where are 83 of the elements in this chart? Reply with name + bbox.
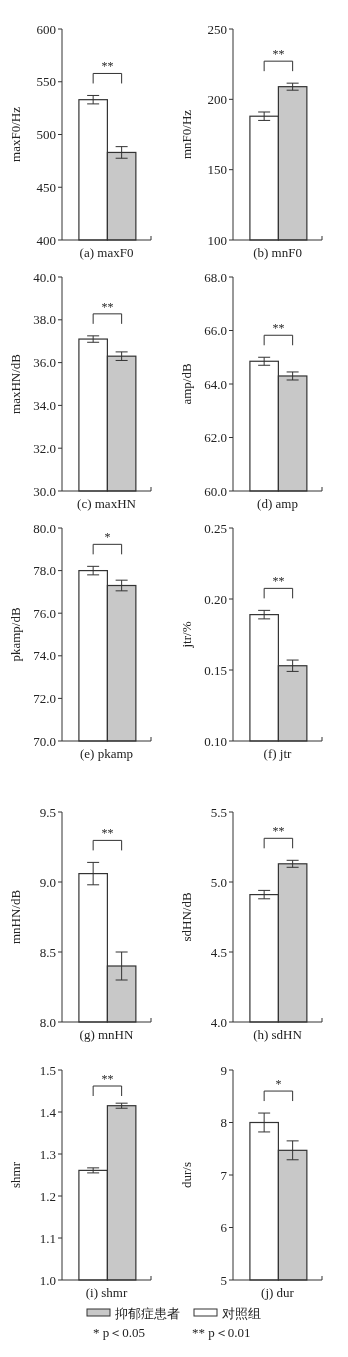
y-tick-label: 38.0 (33, 312, 56, 328)
y-tick-label: 100 (207, 232, 227, 248)
annotation: ** (101, 299, 114, 314)
y-axis-title: mnF0/Hz (179, 109, 194, 160)
y-tick-label: 5.0 (210, 874, 227, 890)
y-tick-label: 40.0 (33, 269, 56, 285)
y-tick-label: 1.5 (39, 1062, 56, 1078)
y-tick-label: 550 (36, 74, 56, 90)
y-axis-title: maxF0/Hz (8, 106, 23, 162)
y-tick-label: 5.5 (210, 804, 227, 820)
y-axis-title: jtr/% (179, 621, 194, 649)
y-tick-label: 600 (36, 21, 56, 37)
y-tick-label: 32.0 (33, 440, 56, 456)
y-tick-label: 30.0 (33, 483, 56, 499)
y-tick-label: 250 (207, 21, 227, 37)
x-axis-title: (g) mnHN (79, 1027, 135, 1042)
x-axis-title: (i) shmr (85, 1285, 128, 1300)
y-axis-title: mnHN/dB (8, 889, 23, 945)
text: * p＜0.05 (93, 1325, 145, 1340)
y-axis-title: pkamp/dB (8, 607, 23, 662)
y-tick-label: 78.0 (33, 563, 56, 579)
y-tick-label: 9.5 (39, 804, 56, 820)
y-tick-label: 8.0 (39, 1014, 56, 1030)
annotation: ** (272, 47, 285, 62)
y-tick-label: 4.0 (210, 1014, 227, 1030)
y-axis-title: maxHN/dB (8, 353, 23, 414)
y-tick-label: 450 (36, 179, 56, 195)
y-tick-label: 4.5 (210, 944, 227, 960)
y-tick-label: 80.0 (33, 520, 56, 536)
annotation: ** (272, 574, 285, 589)
y-tick-label: 6 (220, 1220, 228, 1235)
y-tick-label: 0.20 (204, 591, 227, 607)
y-tick-label: 64.0 (204, 376, 227, 392)
y-tick-label: 60.0 (204, 483, 227, 499)
x-axis-title: (e) pkamp (79, 746, 134, 761)
y-tick-label: 1.3 (39, 1146, 56, 1162)
legend-label: 抑郁症患者 (115, 1306, 180, 1321)
y-tick-label: 34.0 (33, 397, 56, 413)
y-tick-label: 0.10 (204, 733, 227, 749)
y-tick-label: 400 (36, 232, 56, 248)
annotation: ** (101, 59, 114, 74)
y-axis-title: dur/s (179, 1162, 194, 1188)
y-tick-label: 9 (220, 1062, 227, 1078)
annotation: ** (272, 824, 285, 839)
y-tick-label: 5 (220, 1272, 227, 1288)
x-axis-title: (f) jtr (263, 746, 293, 761)
annotation: * (275, 1077, 282, 1092)
annotation: ** (272, 321, 285, 336)
annotation: * (104, 530, 111, 545)
y-tick-label: 8.5 (39, 944, 56, 960)
y-tick-label: 0.25 (204, 520, 227, 536)
y-tick-label: 1.1 (39, 1230, 56, 1246)
y-tick-label: 68.0 (204, 269, 227, 285)
y-tick-label: 66.0 (204, 323, 227, 338)
annotation: ** (101, 1072, 114, 1086)
y-tick-label: 76.0 (33, 605, 56, 621)
y-tick-label: 0.15 (204, 662, 227, 678)
y-tick-label: 8 (220, 1115, 227, 1130)
y-tick-label: 70.0 (33, 733, 56, 749)
x-axis-title: (c) maxHN (77, 496, 137, 511)
y-tick-label: 72.0 (33, 690, 56, 706)
y-tick-label: 150 (207, 162, 227, 178)
y-tick-label: 1.4 (39, 1104, 57, 1120)
legend-label: 对照组 (222, 1306, 261, 1321)
x-axis-title: (j) dur (261, 1285, 295, 1300)
annotation: ** (101, 826, 114, 841)
y-tick-label: 74.0 (33, 648, 56, 664)
y-axis-title: sdHN/dB (179, 892, 194, 942)
x-axis-title: (b) mnF0 (253, 245, 302, 260)
y-tick-label: 7 (220, 1167, 228, 1183)
y-tick-label: 62.0 (204, 430, 227, 445)
y-axis-title: shmr (8, 1161, 23, 1188)
y-tick-label: 1.0 (39, 1272, 56, 1288)
y-tick-label: 200 (207, 91, 227, 107)
y-tick-label: 9.0 (39, 874, 56, 890)
x-axis-title: (d) amp (257, 496, 298, 511)
y-tick-label: 36.0 (33, 355, 56, 371)
x-axis-title: (h) sdHN (253, 1027, 303, 1042)
x-axis-title: (a) maxF0 (79, 245, 134, 260)
y-tick-label: 1.2 (39, 1188, 56, 1204)
text: ** p＜0.01 (192, 1325, 251, 1340)
y-tick-label: 500 (36, 127, 56, 142)
y-axis-title: amp/dB (179, 363, 194, 405)
